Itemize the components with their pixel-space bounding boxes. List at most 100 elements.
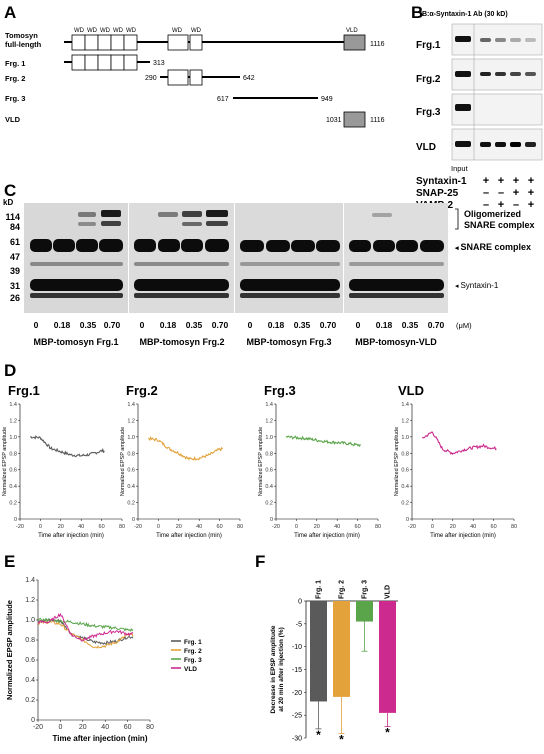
svg-text:0: 0 bbox=[34, 320, 39, 330]
vld-start: 1031 bbox=[326, 117, 342, 124]
d-chart-ytick-label: 1.2 bbox=[401, 418, 409, 424]
d-chart-ytick-label: 0.2 bbox=[127, 501, 135, 507]
d-chart-xtick-label: 20 bbox=[450, 524, 456, 530]
frg3-end: 949 bbox=[321, 96, 333, 103]
d-chart-ytick-label: 0.4 bbox=[127, 484, 135, 490]
svg-text:0.70: 0.70 bbox=[212, 320, 229, 330]
panel-f-bar-chart: 0 -5 -10 -15 -20 -25 -30 Decrease in EPSP ampli… bbox=[270, 580, 398, 746]
d-chart-ytick-label: 0.8 bbox=[401, 451, 409, 457]
blot-b-strips bbox=[451, 23, 543, 161]
f-bar bbox=[379, 601, 396, 713]
panel-letter-d: D bbox=[4, 361, 16, 380]
row-label-full-1: Tomosyn bbox=[5, 31, 38, 40]
svg-text:114: 114 bbox=[5, 212, 20, 222]
full-length-vld-box bbox=[343, 34, 366, 51]
f-category-label: Frg. 2 bbox=[339, 580, 346, 599]
svg-text:39: 39 bbox=[10, 266, 20, 276]
d-chart-title: Frg.2 bbox=[126, 383, 158, 398]
d-xlabel: Time after injection (min) bbox=[156, 533, 222, 539]
svg-text:+: + bbox=[528, 187, 534, 199]
anno-oligomer-1: Oligomerized bbox=[464, 209, 521, 219]
d-chart-ytick-label: 1.0 bbox=[127, 435, 135, 441]
svg-text:0.35: 0.35 bbox=[294, 320, 311, 330]
d-chart-xtick-label: 40 bbox=[334, 524, 340, 530]
d-xlabel: Time after injection (min) bbox=[294, 533, 360, 539]
d-chart-ytick-label: 1.2 bbox=[9, 418, 17, 424]
kd-markers: 114 84 61 47 39 31 26 bbox=[5, 212, 20, 303]
svg-text:0.70: 0.70 bbox=[428, 320, 445, 330]
svg-text:–: – bbox=[498, 187, 504, 199]
blot-b-label-frg3: Frg.3 bbox=[416, 107, 441, 118]
f-ytick-label: -25 bbox=[292, 713, 302, 720]
cond-snap25: SNAP-25 bbox=[416, 188, 459, 199]
d-chart-xtick-label: 0 bbox=[431, 524, 434, 530]
d-chart-xtick-label: 40 bbox=[78, 524, 84, 530]
d-chart-xtick-label: 20 bbox=[176, 524, 182, 530]
e-chart-ytick-label: 1.2 bbox=[25, 597, 35, 604]
vld-end: 1116 bbox=[370, 117, 385, 124]
e-series-line bbox=[37, 612, 134, 642]
e-xlabel: Time after injection (min) bbox=[53, 734, 148, 743]
f-significance-star: * bbox=[385, 726, 390, 740]
svg-text:0: 0 bbox=[248, 320, 253, 330]
oligomer-bracket bbox=[455, 208, 459, 230]
blot-b-label-vld: VLD bbox=[416, 142, 436, 153]
panel-letter-b: B bbox=[411, 3, 423, 22]
panel-c-snare-blots: kD 114 84 61 47 39 31 26 bbox=[3, 198, 535, 347]
f-significance-star: * bbox=[339, 732, 344, 746]
d-chart-xtick-label: 20 bbox=[58, 524, 64, 530]
d-chart-xtick-label: 0 bbox=[295, 524, 298, 530]
svg-text:MBP-tomosyn Frg.3: MBP-tomosyn Frg.3 bbox=[246, 337, 331, 347]
blot-titles: MBP-tomosyn Frg.1 MBP-tomosyn Frg.2 MBP-… bbox=[33, 337, 437, 347]
d-chart-xtick-label: 40 bbox=[196, 524, 202, 530]
svg-text:+: + bbox=[498, 199, 504, 211]
panel-letter-e: E bbox=[4, 552, 15, 571]
e-chart-ytick-label: 0.2 bbox=[25, 697, 35, 704]
d-chart-xtick-label: -20 bbox=[134, 524, 142, 530]
d-chart-xtick-label: 80 bbox=[375, 524, 381, 530]
d-chart-ytick-label: 0 bbox=[132, 517, 135, 523]
d-chart-ytick-label: 0.8 bbox=[265, 451, 273, 457]
d-chart-ytick-label: 0.6 bbox=[265, 468, 273, 474]
f-ytick-label: -20 bbox=[292, 690, 302, 697]
panel-b-header: IB:α-Syntaxin-1 Ab (30 kD) bbox=[420, 11, 508, 18]
frg2-start: 290 bbox=[145, 75, 157, 82]
concentration-unit: (μM) bbox=[456, 321, 472, 330]
f-significance-star: * bbox=[316, 728, 321, 742]
d-chart-ytick-label: 0.2 bbox=[401, 501, 409, 507]
e-chart-xtick-label: 0 bbox=[58, 724, 62, 731]
svg-text:0: 0 bbox=[356, 320, 361, 330]
d-chart-ytick-label: 0.8 bbox=[9, 451, 17, 457]
f-category-label: Frg. 3 bbox=[362, 580, 369, 599]
svg-text:WD: WD bbox=[126, 28, 137, 34]
panel-letter-a: A bbox=[4, 3, 16, 22]
panel-a-domain-diagram: Tomosyn full-length Frg. 1 Frg. 2 Frg. 3… bbox=[5, 28, 385, 128]
row-label-frg1: Frg. 1 bbox=[5, 59, 25, 68]
anno-snare-complex: ◂ SNARE complex bbox=[454, 242, 531, 252]
svg-text:+: + bbox=[498, 175, 504, 187]
condition-signs: + + + + – – + + – + – + bbox=[483, 175, 534, 211]
f-ytick-label: -15 bbox=[292, 667, 302, 674]
d-chart-xtick-label: 20 bbox=[314, 524, 320, 530]
d-chart-frg2: Frg.200.20.40.60.81.01.21.4-20 0 20 40 60 80T… bbox=[120, 383, 243, 539]
d-chart-ytick-label: 1.0 bbox=[265, 435, 273, 441]
svg-text:VLD: VLD bbox=[346, 28, 358, 34]
panel-letter-f: F bbox=[255, 552, 265, 571]
f-ytick-label: 0 bbox=[298, 599, 302, 606]
d-chart-xtick-label: 80 bbox=[119, 524, 125, 530]
row-label-frg3: Frg. 3 bbox=[5, 94, 25, 103]
f-ytick-label: -30 bbox=[292, 736, 302, 743]
svg-text:WD: WD bbox=[113, 28, 124, 34]
d-xlabel: Time after injection (min) bbox=[430, 533, 496, 539]
svg-text:0.35: 0.35 bbox=[80, 320, 97, 330]
svg-text:+: + bbox=[513, 187, 519, 199]
svg-text:WD: WD bbox=[191, 28, 202, 34]
anno-syntaxin: ◂ Syntaxin-1 bbox=[455, 281, 499, 290]
f-bar bbox=[333, 601, 350, 697]
d-series-line bbox=[421, 431, 497, 455]
frg2-end: 642 bbox=[243, 75, 255, 82]
svg-text:–: – bbox=[483, 199, 489, 211]
full-length-wd-boxes bbox=[71, 34, 203, 51]
blot-b-label-frg2: Frg.2 bbox=[416, 74, 441, 85]
